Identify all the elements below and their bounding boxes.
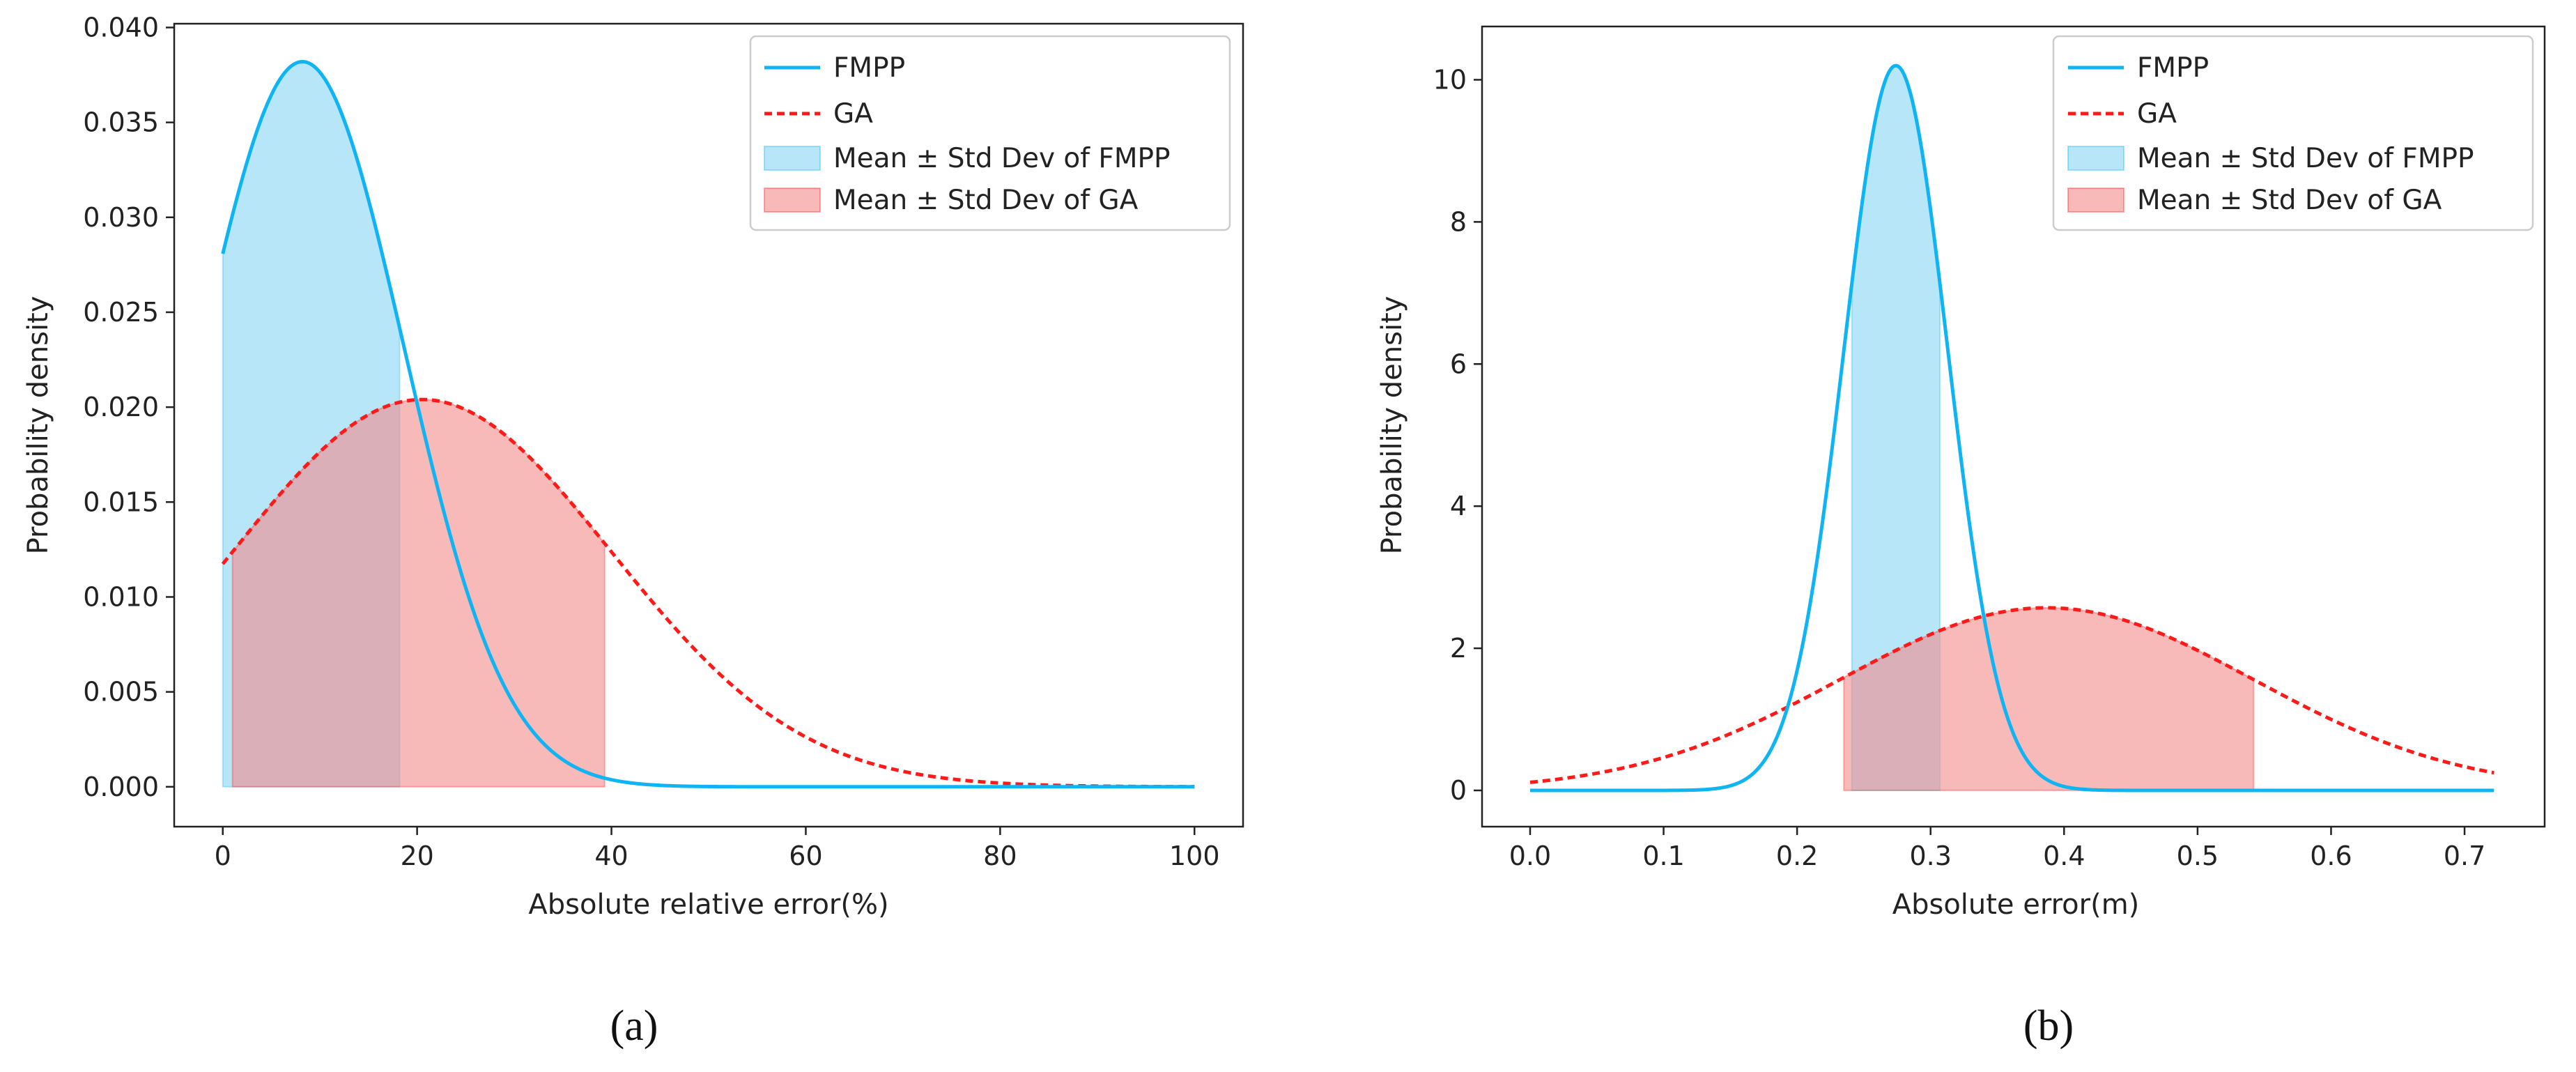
plot-frame-a	[173, 22, 1244, 828]
legend-label-fmpp-band-b: Mean ± Std Dev of FMPP	[2137, 143, 2474, 174]
y-tick-label-b-1: 2	[1450, 633, 1467, 664]
x-tick-label-b-2: 0.2	[1776, 841, 1818, 871]
y-tick-label-b-2: 4	[1450, 491, 1467, 521]
x-tick-label-a-2: 40	[594, 841, 628, 871]
series-line-fmpp-b	[1529, 63, 2494, 792]
series-line-ga-b	[1529, 606, 2494, 784]
y-tick-label-a-1: 0.005	[83, 677, 159, 707]
x-tick-label-a-5: 100	[1169, 841, 1220, 871]
y-tick-label-a-3: 0.015	[83, 487, 159, 517]
x-tick-label-a-4: 80	[983, 841, 1017, 871]
y-tick-label-a-7: 0.035	[83, 107, 159, 138]
legend-swatch-ga-band-b	[2067, 187, 2124, 213]
legend-swatch-fmpp-band-b	[2067, 146, 2124, 171]
x-tick-label-b-5: 0.5	[2177, 841, 2219, 871]
plot-frame-b	[1481, 25, 2546, 828]
x-ticks-a: 0 20 40 60 80 100	[215, 827, 1220, 871]
legend-label-ga-band-a: Mean ± Std Dev of GA	[833, 185, 1139, 216]
x-tick-label-b-4: 0.4	[2043, 841, 2085, 871]
x-tick-label-b-3: 0.3	[1909, 841, 1951, 871]
y-tick-label-a-5: 0.025	[83, 297, 159, 328]
series-line-fmpp-a	[221, 59, 1195, 789]
y-tick-label-a-2: 0.010	[83, 581, 159, 612]
legend-box-a	[749, 35, 1231, 231]
y-tick-label-a-8: 0.040	[83, 12, 159, 43]
legend-label-fmpp-a: FMPP	[833, 52, 905, 84]
x-ticks-b: 0.0 0.1 0.2 0.3 0.4 0.5 0.6 0.7	[1509, 827, 2485, 871]
x-tick-label-b-0: 0.0	[1509, 841, 1551, 871]
x-axis-label-a: Absolute relative error(%)	[528, 889, 888, 921]
chart-b: 0.0 0.1 0.2 0.3 0.4 0.5 0.6 0.7 0 2 4 6 8 10 Absolut…	[1376, 25, 2546, 1050]
curves-b	[1529, 63, 2494, 792]
x-tick-label-b-1: 0.1	[1642, 841, 1684, 871]
x-tick-label-a-1: 20	[400, 841, 433, 871]
legend-b: FMPP GA Mean ± Std Dev of FMPP Mean ± St…	[2052, 35, 2534, 231]
legend-swatch-fmpp-band-a	[764, 146, 821, 171]
y-tick-label-b-0: 0	[1450, 775, 1467, 806]
legend-label-ga-b: GA	[2137, 98, 2177, 130]
caption-b: (b)	[2023, 1002, 2074, 1050]
legend-label-fmpp-b: FMPP	[2137, 52, 2209, 84]
y-ticks-a: 0.000 0.005 0.010 0.015 0.020 0.025 0.030 0.035…	[83, 12, 174, 802]
series-line-ga-a	[221, 397, 1195, 789]
legend-label-ga-a: GA	[833, 98, 873, 130]
y-tick-label-b-4: 8	[1450, 206, 1467, 237]
y-ticks-b: 0 2 4 6 8 10	[1433, 64, 1482, 806]
curves-a	[221, 59, 1195, 789]
x-tick-label-a-0: 0	[215, 841, 231, 871]
legend-box-b	[2052, 35, 2534, 231]
legend-label-fmpp-band-a: Mean ± Std Dev of FMPP	[833, 143, 1171, 174]
x-tick-label-a-3: 60	[789, 841, 822, 871]
x-tick-label-b-6: 0.6	[2310, 841, 2352, 871]
y-axis-label-b: Probability density	[1376, 296, 1408, 555]
y-tick-label-a-6: 0.030	[83, 202, 159, 233]
y-axis-label-a: Probability density	[22, 296, 54, 555]
legend-label-ga-band-b: Mean ± Std Dev of GA	[2137, 185, 2442, 216]
bands-b	[1843, 65, 2255, 791]
legend-a: FMPP GA Mean ± Std Dev of FMPP Mean ± St…	[749, 35, 1231, 231]
y-tick-label-a-4: 0.020	[83, 392, 159, 422]
x-axis-label-b: Absolute error(m)	[1892, 889, 2140, 921]
y-tick-label-a-0: 0.000	[83, 772, 159, 802]
caption-a: (a)	[610, 1002, 658, 1050]
chart-a: 0 20 40 60 80 100 0.0000.0050.0100.0150.0200.…	[22, 12, 1244, 1050]
x-tick-label-b-7: 0.7	[2444, 841, 2485, 871]
y-tick-label-b-3: 6	[1450, 349, 1467, 379]
legend-swatch-ga-band-a	[764, 187, 821, 213]
y-tick-label-b-5: 10	[1433, 64, 1467, 95]
